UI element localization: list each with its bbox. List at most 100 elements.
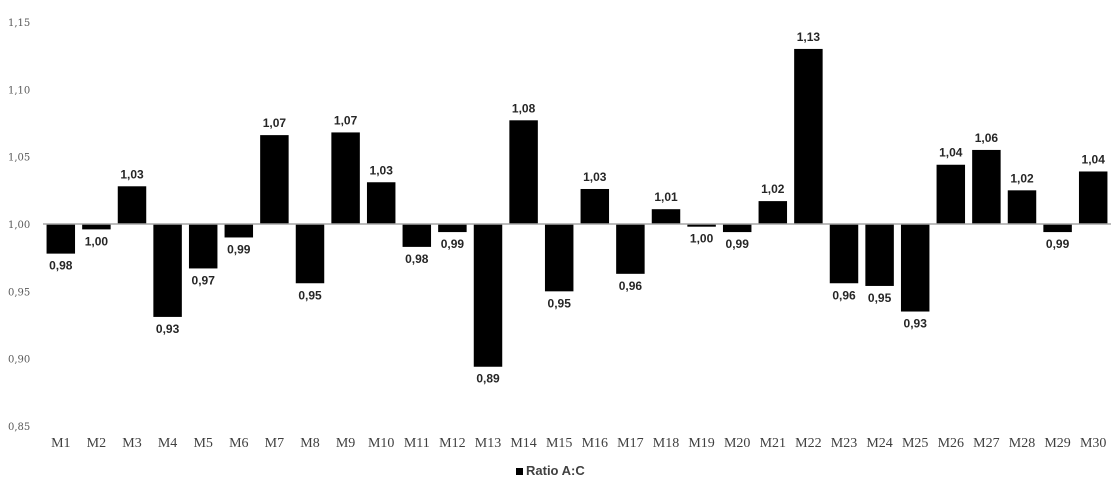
y-tick-label: 0,90 <box>8 355 30 366</box>
x-tick-label: M25 <box>902 436 928 451</box>
bar-m19 <box>687 224 716 227</box>
data-label-m3: 1,03 <box>120 167 144 181</box>
x-tick-label: M23 <box>831 436 857 451</box>
y-tick-label: 0,95 <box>8 287 30 298</box>
x-tick-label: M2 <box>87 436 106 451</box>
bar-m22 <box>794 48 823 224</box>
bar-m26 <box>936 164 966 224</box>
data-label-m29: 0,99 <box>1046 237 1070 251</box>
x-tick-label: M27 <box>973 436 999 451</box>
x-tick-label: M8 <box>300 436 319 451</box>
x-tick-label: M18 <box>653 436 679 451</box>
legend-swatch <box>516 468 523 475</box>
bar-m4 <box>153 224 182 317</box>
x-tick-label: M24 <box>866 436 892 451</box>
data-label-m8: 0,95 <box>298 288 322 302</box>
x-tick-label: M20 <box>724 436 750 451</box>
bar-m7 <box>260 135 289 224</box>
x-tick-label: M12 <box>439 436 465 451</box>
y-axis: 0,85 0,90 0,95 1,00 1,05 1,10 1,15 <box>8 18 30 433</box>
x-tick-label: M22 <box>795 436 821 451</box>
bars-group <box>46 48 1108 367</box>
data-label-m5: 0,97 <box>192 273 216 287</box>
x-tick-label: M15 <box>546 436 572 451</box>
legend-label: Ratio A:C <box>526 463 585 478</box>
data-label-m26: 1,04 <box>939 146 963 160</box>
data-label-m7: 1,07 <box>263 116 287 130</box>
data-label-m2: 1,00 <box>85 234 109 248</box>
x-tick-label: M13 <box>475 436 501 451</box>
x-tick-label: M26 <box>938 436 964 451</box>
data-label-m13: 0,89 <box>476 372 500 386</box>
bar-m13 <box>473 224 503 367</box>
x-tick-label: M21 <box>760 436 786 451</box>
legend: Ratio A:C <box>516 463 585 478</box>
data-label-m11: 0,98 <box>405 252 429 266</box>
bar-m24 <box>865 224 894 286</box>
x-tick-label: M10 <box>368 436 394 451</box>
bar-m15 <box>544 224 574 292</box>
data-label-m27: 1,06 <box>975 131 999 145</box>
x-tick-label: M4 <box>158 436 177 451</box>
bar-m30 <box>1078 171 1108 224</box>
bar-m6 <box>224 224 254 238</box>
data-label-m28: 1,02 <box>1010 171 1034 185</box>
x-tick-label: M7 <box>265 436 284 451</box>
bar-m20 <box>722 224 752 233</box>
data-label-m10: 1,03 <box>370 163 394 177</box>
x-tick-label: M28 <box>1009 436 1035 451</box>
data-label-m20: 0,99 <box>726 237 750 251</box>
bar-m23 <box>829 224 859 284</box>
x-tick-label: M9 <box>336 436 355 451</box>
data-label-m16: 1,03 <box>583 170 607 184</box>
x-tick-label: M19 <box>688 436 714 451</box>
data-label-m19: 1,00 <box>690 232 714 246</box>
bar-m2 <box>82 224 111 230</box>
data-label-m12: 0,99 <box>441 237 465 251</box>
data-label-m30: 1,04 <box>1082 152 1106 166</box>
data-label-m1: 0,98 <box>49 259 73 273</box>
data-label-m18: 1,01 <box>654 190 678 204</box>
data-labels-group: 0,98 1,00 1,03 0,93 0,97 0,99 1,07 0,95 1,07 1,03… <box>49 30 1105 386</box>
bar-m11 <box>402 224 432 247</box>
y-tick-label: 1,05 <box>8 153 30 164</box>
bar-m1 <box>46 224 76 254</box>
data-label-m22: 1,13 <box>797 30 821 44</box>
data-label-m9: 1,07 <box>334 113 358 127</box>
data-label-m4: 0,93 <box>156 322 180 336</box>
bar-m9 <box>331 132 360 224</box>
bar-m10 <box>366 182 396 224</box>
data-label-m24: 0,95 <box>868 291 892 305</box>
x-tick-label: M11 <box>404 436 430 451</box>
bar-m18 <box>651 209 681 224</box>
data-label-m6: 0,99 <box>227 242 251 256</box>
y-tick-label: 1,00 <box>8 220 30 231</box>
bar-m8 <box>295 224 325 284</box>
x-tick-label: M5 <box>193 436 212 451</box>
y-tick-label: 1,15 <box>8 18 30 29</box>
x-tick-label: M16 <box>582 436 608 451</box>
x-tick-label: M14 <box>510 436 536 451</box>
data-label-m15: 0,95 <box>548 296 572 310</box>
bar-m5 <box>188 224 218 269</box>
bar-m29 <box>1043 224 1072 233</box>
x-tick-label: M30 <box>1080 436 1106 451</box>
x-tick-label: M29 <box>1044 436 1070 451</box>
bar-m3 <box>117 186 147 224</box>
x-axis: M1 M2 M3 M4 M5 M6 M7 M8 M9 M10 M11 M12 M13 M14 M15 M16 M… <box>51 436 1106 451</box>
bar-m21 <box>758 201 788 224</box>
bar-m27 <box>972 149 1001 224</box>
bar-m17 <box>616 224 645 274</box>
data-label-m21: 1,02 <box>761 182 785 196</box>
data-label-m14: 1,08 <box>512 101 536 115</box>
bar-m12 <box>438 224 467 233</box>
data-label-m25: 0,93 <box>904 317 928 331</box>
x-tick-label: M1 <box>51 436 70 451</box>
data-label-m17: 0,96 <box>619 279 643 293</box>
x-tick-label: M17 <box>617 436 643 451</box>
bar-m16 <box>580 188 610 224</box>
x-tick-label: M3 <box>122 436 141 451</box>
y-tick-label: 0,85 <box>8 422 30 433</box>
y-tick-label: 1,10 <box>8 85 30 96</box>
data-label-m23: 0,96 <box>832 288 856 302</box>
